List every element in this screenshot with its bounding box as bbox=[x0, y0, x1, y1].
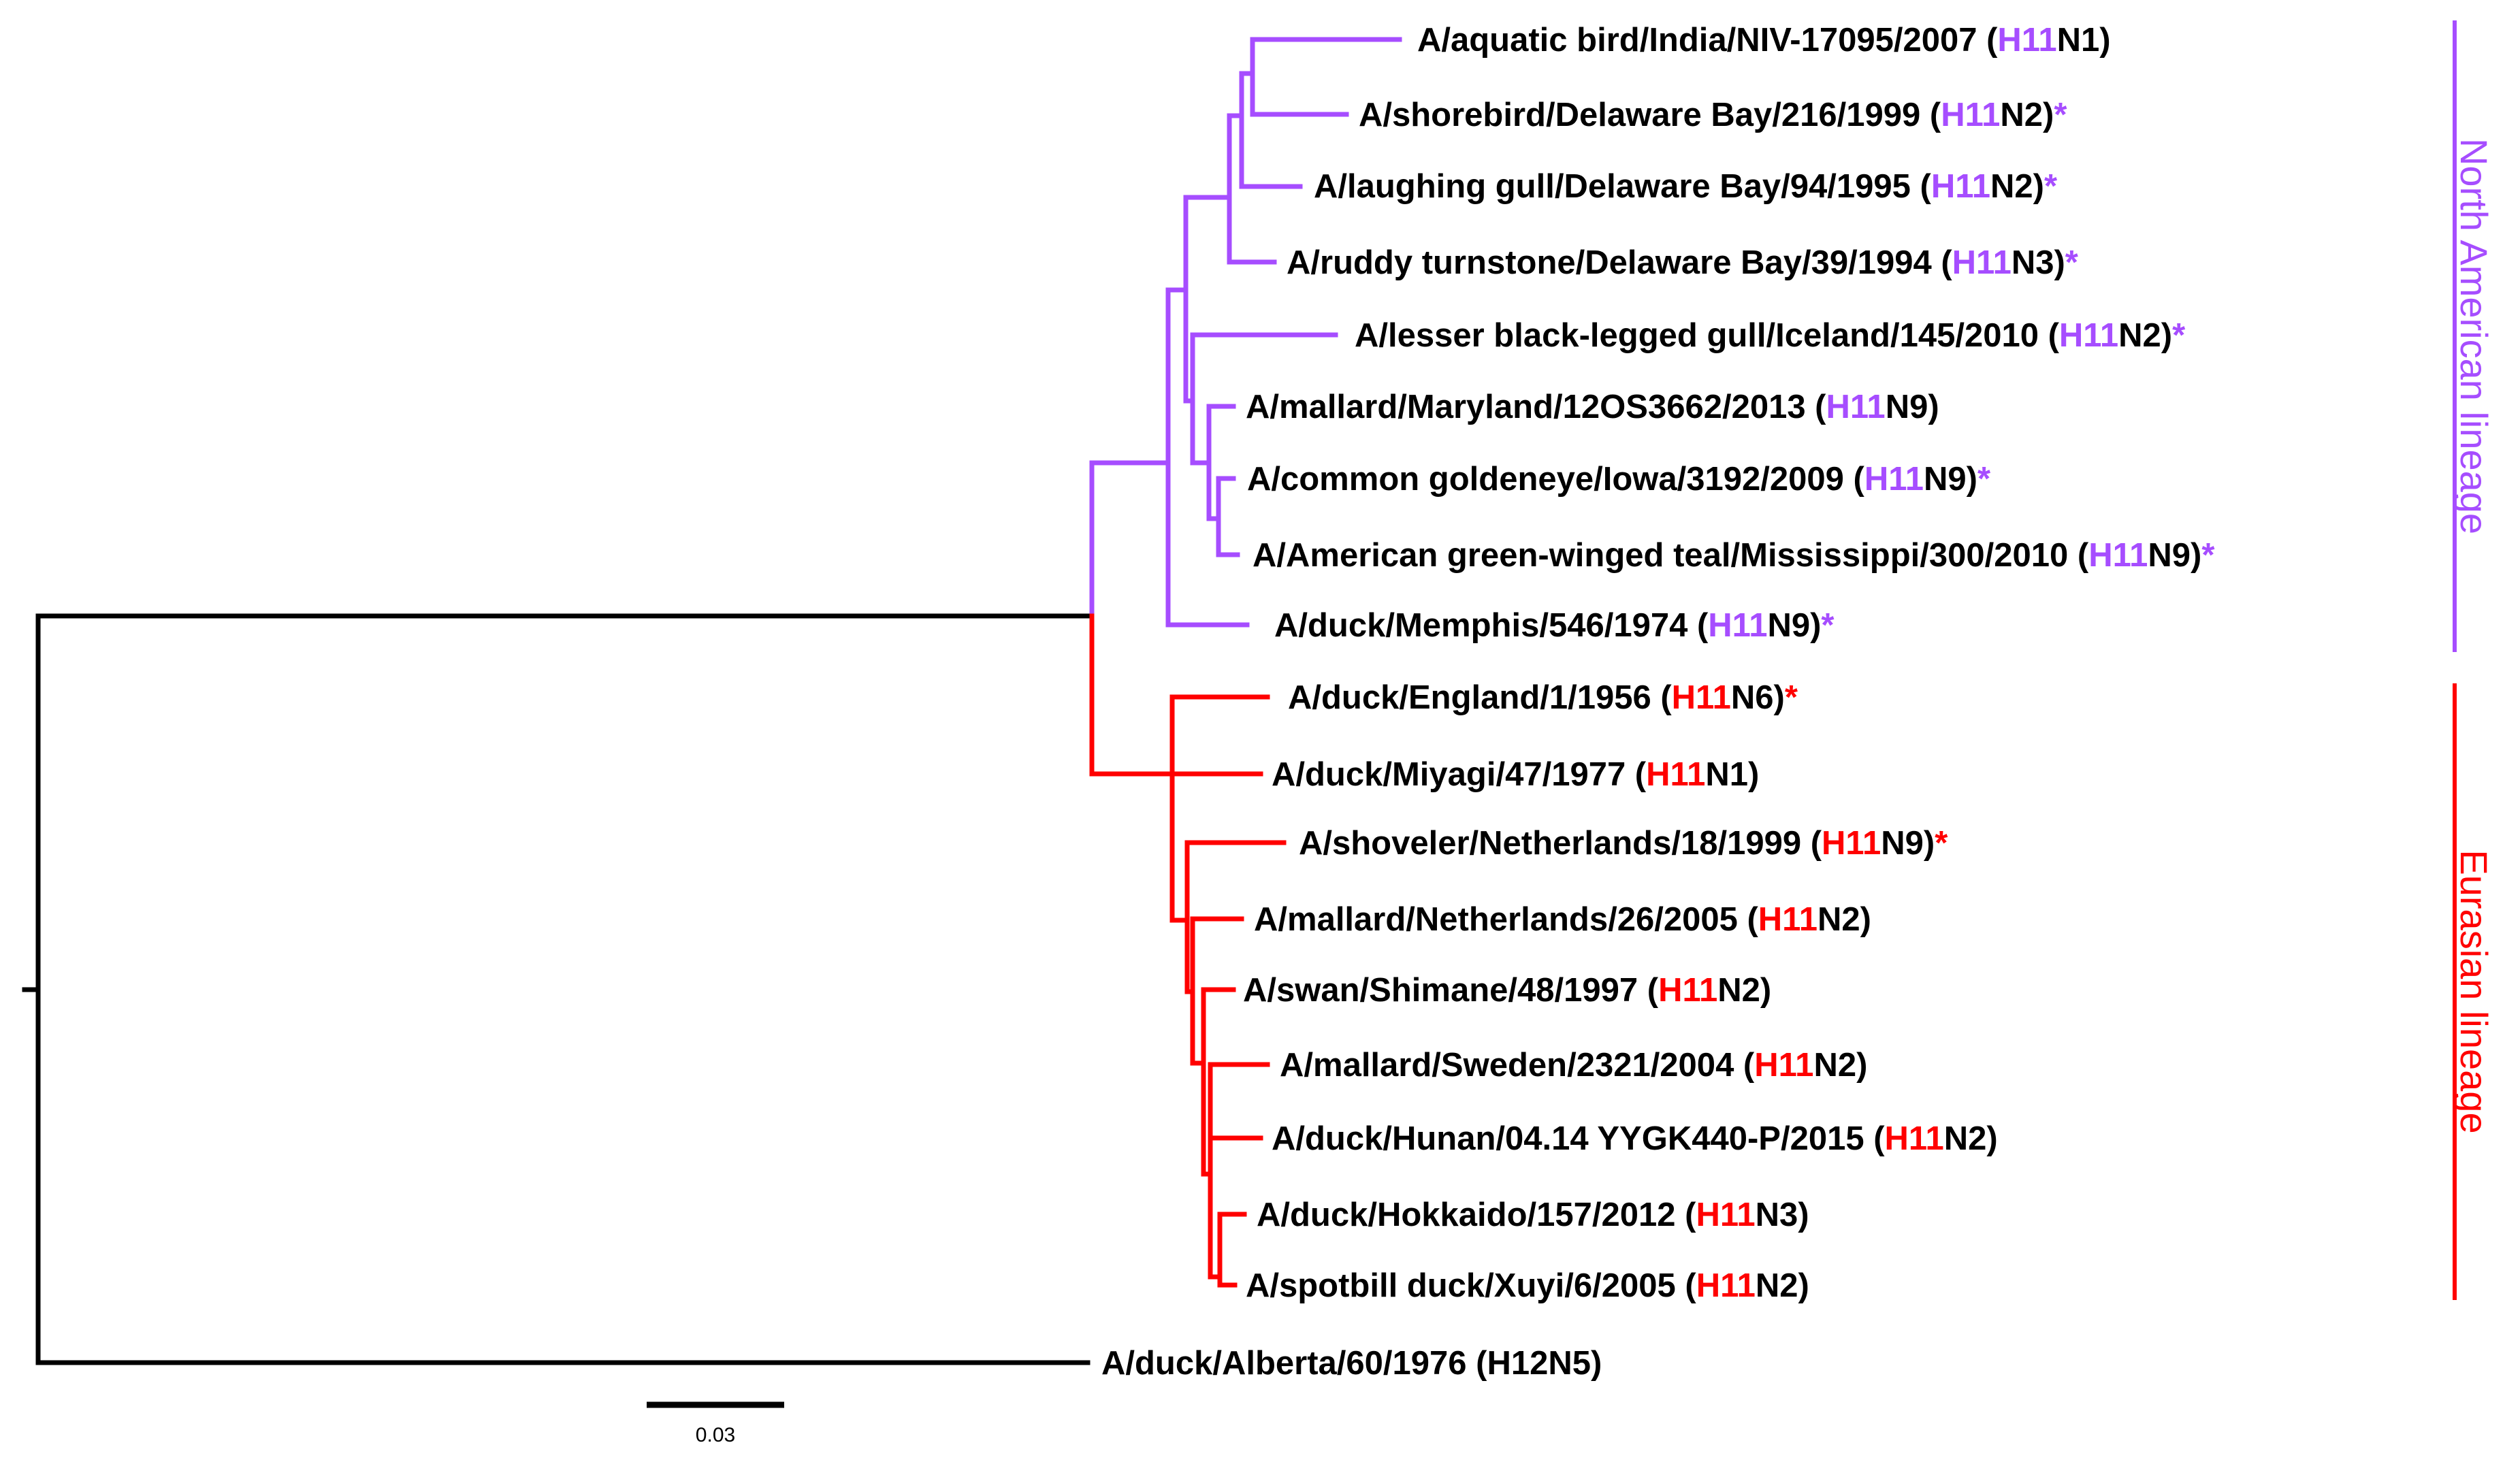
leaf-label: A/mallard/Netherlands/26/2005 (H11N2) bbox=[1254, 901, 1871, 938]
leaf-label: A/duck/Memphis/546/1974 (H11N9)* bbox=[1274, 607, 1835, 644]
leaf-label: A/mallard/Maryland/12OS3662/2013 (H11N9) bbox=[1246, 389, 1939, 425]
leaf-label: A/spotbill duck/Xuyi/6/2005 (H11N2) bbox=[1246, 1267, 1809, 1304]
leaf-label: A/laughing gull/Delaware Bay/94/1995 (H1… bbox=[1314, 168, 2058, 205]
leaf-label: A/duck/England/1/1956 (H11N6)* bbox=[1288, 679, 1798, 716]
leaf-label: A/common goldeneye/Iowa/3192/2009 (H11N9… bbox=[1247, 461, 1991, 498]
leaf-label: A/lesser black-legged gull/Iceland/145/2… bbox=[1355, 317, 2186, 354]
north-american-labels: A/aquatic bird/India/NIV-17095/2007 (H11… bbox=[1246, 22, 2215, 644]
leaf-label: A/ruddy turnstone/Delaware Bay/39/1994 (… bbox=[1287, 244, 2079, 281]
north-american-branches bbox=[1089, 37, 1402, 628]
leaf-label: A/swan/Shimane/48/1997 (H11N2) bbox=[1243, 972, 1771, 1009]
leaf-label: A/American green-winged teal/Mississippi… bbox=[1253, 537, 2215, 574]
root-branches bbox=[22, 613, 1095, 1365]
leaf-label: A/shorebird/Delaware Bay/216/1999 (H11N2… bbox=[1359, 97, 2067, 133]
north-american-lineage-label: North American lineage bbox=[2453, 138, 2495, 534]
eurasian-labels: A/duck/England/1/1956 (H11N6)* A/duck/Mi… bbox=[1243, 679, 1998, 1304]
leaf-label: A/duck/Hokkaido/157/2012 (H11N3) bbox=[1257, 1197, 1809, 1233]
leaf-label: A/mallard/Sweden/2321/2004 (H11N2) bbox=[1280, 1047, 1867, 1084]
leaf-label: A/aquatic bird/India/NIV-17095/2007 (H11… bbox=[1417, 22, 2111, 59]
scale-bar: 0.03 bbox=[647, 1401, 784, 1446]
leaf-label: A/shoveler/Netherlands/18/1999 (H11N9)* bbox=[1299, 825, 1948, 862]
eurasian-branches bbox=[1089, 613, 1287, 1288]
leaf-label: A/duck/Hunan/04.14 YYGK440-P/2015 (H11N2… bbox=[1272, 1120, 1998, 1157]
outgroup-label: A/duck/Alberta/60/1976 (H12N5) bbox=[1101, 1345, 1602, 1382]
scale-bar-label: 0.03 bbox=[696, 1424, 735, 1446]
eurasian-lineage-label: Eurasian lineage bbox=[2453, 849, 2495, 1133]
leaf-label: A/duck/Miyagi/47/1977 (H11N1) bbox=[1272, 756, 1759, 793]
